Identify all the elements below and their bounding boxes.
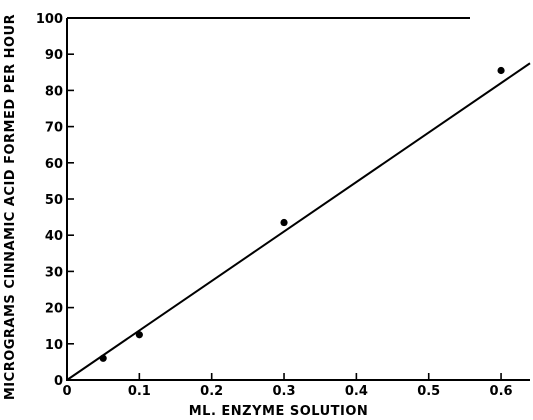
x-tick-label: 0.1 [128, 384, 151, 399]
data-point [280, 218, 288, 227]
data-point [135, 331, 143, 339]
x-axis-ticks: 0 0.1 0.2 0.3 0.4 0.5 0.6 [62, 373, 513, 399]
y-tick-label: 0 [54, 374, 63, 389]
fit-line [66, 62, 531, 381]
y-tick-label: 30 [45, 265, 63, 280]
y-tick-label: 40 [45, 229, 63, 244]
x-tick-label: 0 [62, 384, 71, 399]
plot-frame [66, 17, 530, 381]
data-point [99, 354, 107, 362]
x-tick-label: 0.5 [417, 384, 440, 399]
y-tick-label: 10 [45, 338, 63, 353]
x-tick-label: 0.2 [200, 384, 223, 399]
y-tick-label: 20 [45, 302, 63, 317]
x-axis-label: ML. ENZYME SOLUTION [189, 404, 369, 419]
y-tick-label: 70 [45, 121, 63, 136]
y-axis-label: MICROGRAMS CINNAMIC ACID FORMED PER HOUR [3, 14, 18, 400]
data-point [497, 66, 505, 75]
y-tick-label: 90 [45, 48, 63, 63]
axes [66, 18, 530, 381]
y-axis-ticks: 0 10 20 30 40 50 60 70 80 90 100 [36, 12, 74, 389]
data-series [66, 62, 531, 381]
y-tick-label: 100 [36, 12, 63, 27]
y-tick-label: 80 [45, 84, 63, 99]
y-tick-label: 50 [45, 193, 63, 208]
x-tick-label: 0.4 [345, 384, 368, 399]
y-tick-label: 60 [45, 157, 63, 172]
x-tick-label: 0.3 [273, 384, 296, 399]
x-tick-label: 0.6 [490, 384, 513, 399]
